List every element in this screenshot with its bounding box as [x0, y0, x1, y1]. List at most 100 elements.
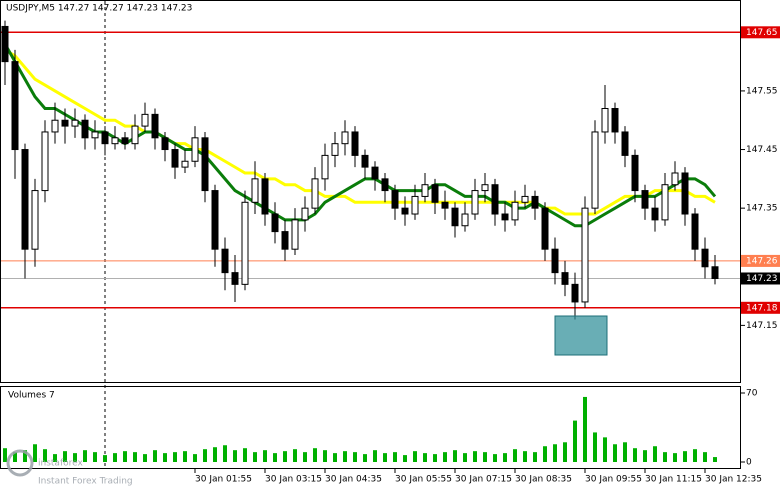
candle-body	[611, 108, 619, 133]
volume-bar	[173, 452, 177, 462]
candle-body	[101, 131, 109, 145]
volume-bar	[203, 449, 207, 462]
volume-bar	[373, 450, 377, 462]
volume-bar	[123, 451, 127, 462]
candle-body	[521, 195, 529, 203]
volume-bar	[323, 450, 327, 462]
candle-body	[151, 113, 159, 139]
candle-body	[551, 248, 559, 274]
volume-bar	[193, 454, 197, 462]
volume-bar	[3, 448, 7, 462]
candle-body	[541, 207, 549, 250]
candle-body	[351, 131, 359, 156]
candle-body	[221, 248, 229, 274]
candle-body	[631, 154, 639, 192]
candle-body	[511, 201, 519, 221]
level-label-bg	[741, 272, 780, 285]
candle-body	[111, 137, 119, 145]
volume-bar	[533, 452, 537, 462]
volume-bar	[13, 452, 17, 462]
x-tick-label: 30 Jan 12:35	[705, 475, 762, 485]
candle-body	[51, 119, 59, 133]
volume-bar	[83, 450, 87, 462]
candle-body	[561, 272, 569, 285]
candle-body	[191, 137, 199, 162]
volume-bar	[303, 452, 307, 462]
volume-bar	[423, 453, 427, 462]
volume-bar	[113, 453, 117, 462]
candle-body	[461, 213, 469, 227]
volume-bar	[543, 446, 547, 462]
level-label: 147.65	[746, 28, 778, 38]
price-panel	[0, 0, 741, 383]
candle-body	[471, 190, 479, 215]
volume-bar	[213, 447, 217, 462]
candle-body	[491, 184, 499, 215]
logo-icon	[6, 449, 34, 477]
volume-bar	[713, 457, 717, 462]
candle-body	[271, 213, 279, 233]
volume-bar	[383, 453, 387, 462]
candle-body	[501, 213, 509, 221]
candle-body	[701, 248, 709, 268]
candle-body	[261, 178, 269, 215]
candle-body	[331, 143, 339, 156]
candle-body	[131, 125, 139, 145]
candle-body	[1, 25, 9, 63]
x-tick-label: 30 Jan 08:35	[515, 475, 572, 485]
volume-bar	[263, 450, 267, 462]
volume-panel	[0, 386, 741, 469]
volume-bar	[333, 453, 337, 462]
candle-body	[251, 178, 259, 203]
volume-bar	[573, 420, 577, 462]
volume-bar	[703, 452, 707, 462]
candle-body	[41, 131, 49, 192]
volume-bar	[43, 449, 47, 462]
level-label-bg	[741, 301, 780, 314]
volume-bar	[133, 452, 137, 462]
candle-body	[21, 149, 29, 250]
candle-body	[581, 207, 589, 303]
candle-body	[681, 172, 689, 215]
volume-bar	[353, 452, 357, 462]
level-label: 147.18	[746, 303, 778, 313]
candle-body	[311, 178, 319, 209]
volume-bar	[33, 444, 37, 462]
watermark-tagline: Instant Forex Trading	[38, 477, 133, 487]
watermark-brand: instaforex	[38, 459, 83, 469]
volume-bar	[63, 451, 67, 462]
x-tick-label: 30 Jan 04:35	[325, 475, 382, 485]
level-label: 147.26	[746, 256, 778, 266]
candle-body	[171, 149, 179, 168]
volume-bar	[553, 444, 557, 462]
x-tick-label: 30 Jan 03:15	[265, 475, 322, 485]
volume-bar	[183, 451, 187, 462]
candle-body	[161, 137, 169, 151]
candle-body	[451, 207, 459, 227]
volume-bar	[413, 451, 417, 462]
candle-body	[361, 154, 369, 168]
volume-bar	[393, 452, 397, 462]
volume-title: Volumes 7	[8, 391, 55, 401]
volume-bar	[153, 450, 157, 462]
volume-bar	[493, 454, 497, 462]
volume-bar	[483, 452, 487, 462]
volume-bar	[443, 452, 447, 462]
candle-body	[441, 201, 449, 209]
volume-bar	[453, 450, 457, 462]
x-tick-label: 30 Jan 09:55	[585, 475, 642, 485]
level-label-bg	[741, 254, 780, 267]
candle-body	[201, 137, 209, 192]
volume-bar	[363, 454, 367, 462]
volume-bar	[583, 396, 587, 462]
volume-bar	[593, 432, 597, 462]
y-tick-label: 70	[746, 389, 758, 399]
volume-bar	[243, 448, 247, 462]
candle-body	[711, 266, 719, 279]
volume-bar	[643, 450, 647, 462]
volume-bar	[503, 453, 507, 462]
candle-body	[431, 184, 439, 203]
volume-bar	[53, 454, 57, 462]
